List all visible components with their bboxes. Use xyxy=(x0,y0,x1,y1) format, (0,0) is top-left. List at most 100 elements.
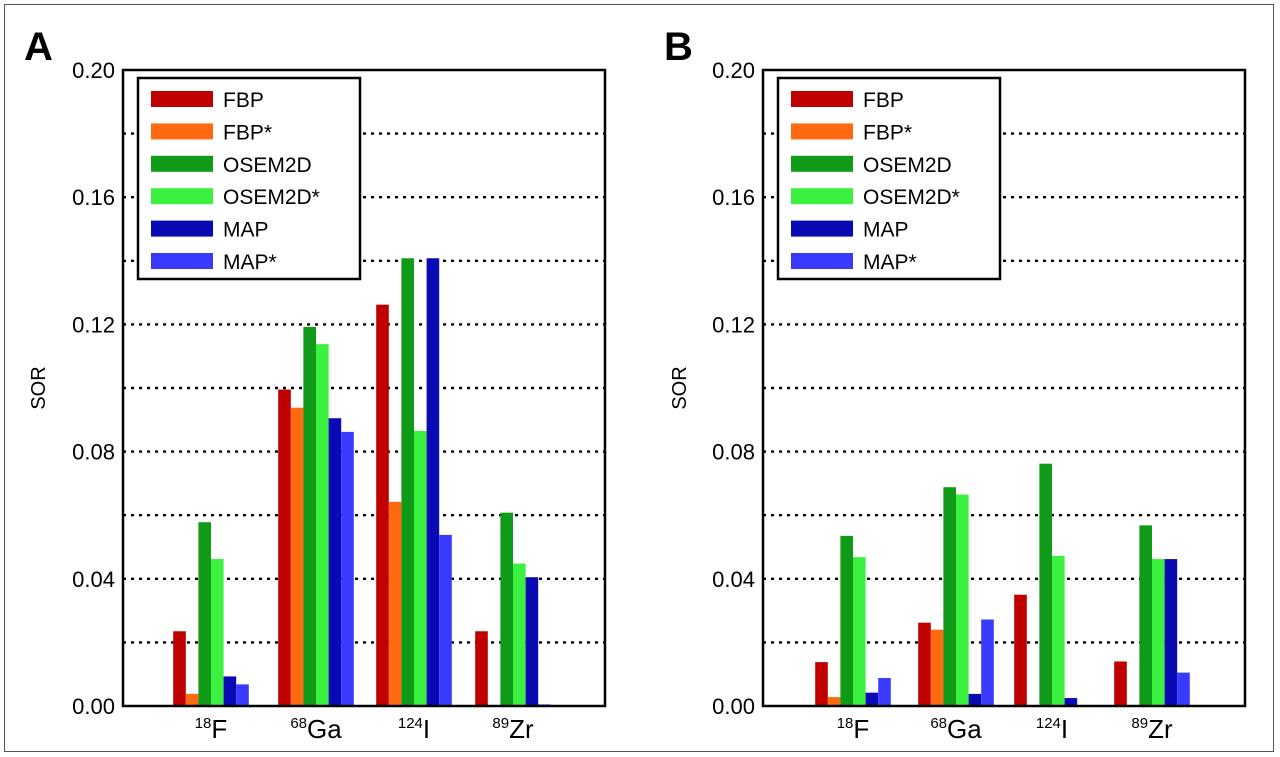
legend-swatch xyxy=(151,220,213,237)
legend-swatch xyxy=(791,123,853,140)
x-tick-sup: 89 xyxy=(1131,715,1148,732)
legend-label: MAP xyxy=(863,219,909,242)
legend: FBP FBP* OSEM2D OSEM2D* MAP MAP* xyxy=(776,76,1002,281)
x-tick-label: 89Zr xyxy=(1131,714,1173,744)
y-tick-label: 0.08 xyxy=(712,440,755,465)
x-tick-label: 18F xyxy=(195,714,228,744)
bar xyxy=(401,258,414,706)
legend-swatch xyxy=(151,155,213,172)
legend-swatch xyxy=(151,123,213,140)
x-tick-label: 124I xyxy=(398,714,430,744)
x-tick-base: Ga xyxy=(307,714,342,744)
bar xyxy=(853,557,866,706)
bar xyxy=(290,407,304,706)
legend-label: FBP* xyxy=(863,121,912,144)
y-tick-label: 0.04 xyxy=(712,567,755,592)
bar xyxy=(878,678,891,706)
x-tick-sup: 68 xyxy=(930,715,947,732)
legend-swatch xyxy=(791,220,853,237)
bar xyxy=(500,512,513,706)
bar xyxy=(211,559,224,706)
plot-area-frame xyxy=(121,68,607,708)
legend-box xyxy=(776,76,1002,281)
x-tick-base: F xyxy=(211,714,227,744)
bar xyxy=(236,684,249,706)
legend-label: OSEM2D xyxy=(863,154,952,177)
x-tick-label: 18F xyxy=(837,714,870,744)
panel-letter: B xyxy=(664,25,693,69)
bar xyxy=(1014,594,1027,706)
bar xyxy=(223,676,237,706)
x-tick-base: I xyxy=(423,714,430,744)
bar xyxy=(414,430,427,706)
legend-swatch xyxy=(151,91,213,107)
bar xyxy=(981,619,994,706)
x-tick-label: 68Ga xyxy=(930,714,982,744)
x-tick-sup: 89 xyxy=(492,715,509,732)
bar xyxy=(1064,698,1078,706)
bar xyxy=(815,662,828,706)
bar xyxy=(1164,559,1178,706)
plot-area-frame xyxy=(761,68,1247,708)
x-tick-base: I xyxy=(1061,714,1068,744)
bar xyxy=(525,577,539,706)
y-axis-label: SOR xyxy=(669,366,691,409)
legend-label: FBP* xyxy=(223,121,272,144)
bar xyxy=(328,418,342,706)
bar xyxy=(1177,672,1190,706)
x-tick-base: Zr xyxy=(509,714,534,744)
bar xyxy=(930,629,944,706)
bar xyxy=(968,693,982,706)
panel-letter: A xyxy=(24,25,53,69)
bar xyxy=(865,692,879,706)
bar xyxy=(943,487,956,706)
bar xyxy=(1152,559,1165,706)
legend-label: OSEM2D* xyxy=(863,186,960,209)
bar xyxy=(840,535,853,706)
legend-label: FBP xyxy=(223,89,264,112)
legend-swatch xyxy=(791,91,853,107)
legend-label: OSEM2D* xyxy=(223,186,320,209)
y-tick-label: 0.16 xyxy=(72,185,115,210)
bar xyxy=(1114,661,1127,706)
legend-label: MAP xyxy=(223,219,269,242)
legend-label: OSEM2D xyxy=(223,154,312,177)
x-tick-label: 124I xyxy=(1036,714,1068,744)
x-tick-sup: 68 xyxy=(290,715,307,732)
legend-swatch xyxy=(151,188,213,205)
y-tick-label: 0.00 xyxy=(712,694,755,719)
x-tick-sup: 124 xyxy=(1036,715,1061,732)
bar xyxy=(1139,525,1152,706)
y-tick-label: 0.12 xyxy=(72,312,115,337)
bar xyxy=(278,389,291,706)
panel-a: A SOR 0.00 0.04 0.08 0.12 0.16 0.20 18F 68Ga 124… xyxy=(24,25,607,744)
y-tick-label: 0.04 xyxy=(72,567,115,592)
bar xyxy=(376,304,389,706)
legend-box xyxy=(136,76,362,281)
x-tick-base: Zr xyxy=(1148,714,1173,744)
y-axis-label: SOR xyxy=(28,366,50,409)
legend-swatch xyxy=(791,253,853,269)
x-tick-base: F xyxy=(853,714,869,744)
y-tick-label: 0.16 xyxy=(712,185,755,210)
panel-b: B SOR 0.00 0.04 0.08 0.12 0.16 0.20 18F 68Ga 124… xyxy=(664,25,1247,744)
x-tick-sup: 18 xyxy=(195,715,212,732)
bar xyxy=(388,501,402,706)
bar xyxy=(513,563,526,706)
bar xyxy=(303,326,316,706)
x-tick-label: 89Zr xyxy=(492,714,534,744)
bar xyxy=(827,697,841,706)
bar xyxy=(956,494,969,706)
bar xyxy=(439,534,452,706)
bar xyxy=(173,631,186,706)
x-tick-sup: 124 xyxy=(398,715,423,732)
bar xyxy=(316,344,329,706)
bar xyxy=(426,258,440,706)
y-tick-label: 0.12 xyxy=(712,312,755,337)
legend-label: FBP xyxy=(863,89,904,112)
bar xyxy=(918,622,931,706)
x-tick-label: 68Ga xyxy=(290,714,342,744)
legend-label: MAP* xyxy=(223,251,277,274)
legend: FBP FBP* OSEM2D OSEM2D* MAP MAP* xyxy=(136,76,362,281)
